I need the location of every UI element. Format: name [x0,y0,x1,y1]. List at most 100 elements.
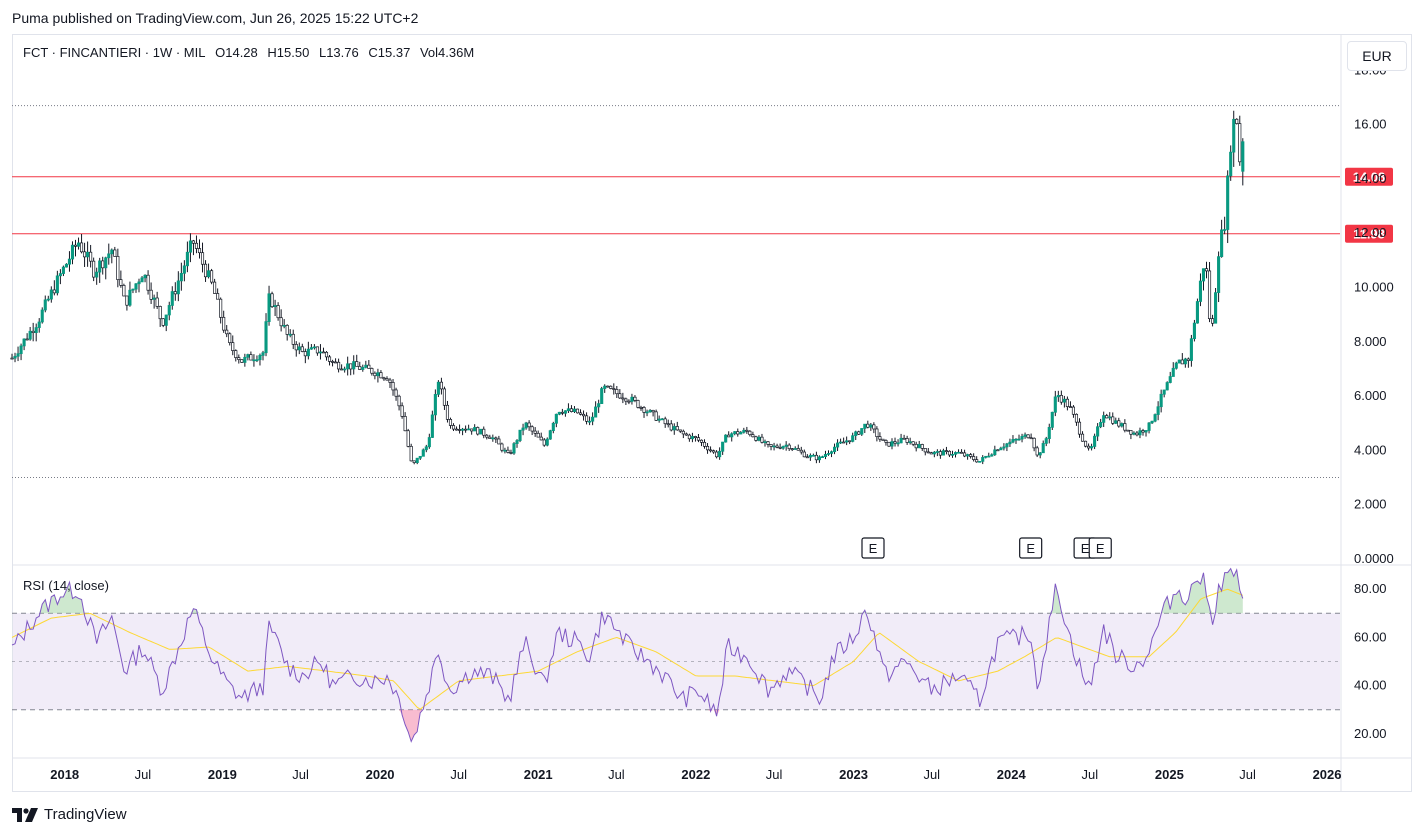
rsi-ma-line[interactable] [11,588,1243,710]
candle [978,460,982,463]
earnings-marker[interactable]: E [1019,537,1043,559]
price-axis-tick: 8.000 [1354,334,1387,349]
earnings-marker[interactable]: E [861,537,885,559]
candle-body [606,385,610,388]
earnings-marker-box [1088,537,1112,559]
candle-body [990,454,994,457]
candle [83,242,87,267]
candle [388,377,392,388]
candle-body [1189,338,1193,361]
candle [70,241,75,265]
candle [953,451,958,458]
candle [73,239,78,257]
candle [787,443,791,452]
candle-body [733,431,737,435]
candle-body [1005,443,1009,448]
candle [273,299,277,316]
rsi-line[interactable] [11,567,1244,743]
candle [1044,436,1048,447]
candle-body [823,454,828,457]
candle-body [975,459,979,463]
candle [261,350,265,361]
candle-body [920,444,924,449]
currency-button[interactable]: EUR [1347,41,1407,71]
candle [905,435,909,445]
candle-body [1020,436,1024,440]
candle-body [19,345,23,355]
candle [406,428,410,448]
candle [1132,431,1136,436]
earnings-marker[interactable]: E [1088,537,1112,559]
candle-body [1168,376,1172,383]
rsi-legend[interactable]: RSI (14, close) [23,578,109,593]
candle-body [1135,432,1139,436]
candle-body [185,251,189,267]
candle-body [575,408,580,414]
candle-body [630,396,634,402]
rsi-axis-tick: 40.00 [1354,678,1387,693]
candle [28,326,32,341]
candle [1153,413,1157,423]
candle [1135,430,1139,437]
candle-body [896,442,900,445]
candle [1105,413,1109,419]
candle [234,349,238,362]
candle [306,341,310,360]
candle [343,366,347,373]
high-value: 15.50 [276,45,310,60]
candle-body [46,298,50,301]
candle [796,444,800,451]
chart-frame [12,34,1412,792]
candle [548,429,552,440]
candle-body [751,434,755,438]
candle-body [612,388,616,390]
candle-body [932,451,936,455]
candle-body [648,409,652,413]
candle-body [291,333,295,345]
ohlc-close: C15.37 [368,45,410,60]
candle [191,239,195,256]
candle-body [246,354,250,358]
candle [454,426,459,431]
candle-body [92,260,96,278]
candle [932,451,936,458]
price-axis-tick: 4.000 [1354,442,1387,457]
candle-body [1032,437,1036,449]
high-label: H [267,45,277,60]
candle-body [866,423,870,428]
candle-body [1162,389,1166,395]
candle-body [122,285,126,297]
candle-body [400,405,404,417]
symbol-name[interactable]: FCT · FINCANTIERI · 1W · MIL [23,45,206,60]
candle-body [58,273,62,277]
candle-body [814,454,818,461]
ohlc-open: O14.28 [215,45,258,60]
candle [418,455,422,460]
candle-body [80,242,84,253]
candle-body [86,251,90,258]
candle-body [394,389,398,397]
candle-body [736,431,740,435]
candle-body [654,411,658,421]
candle-body [467,428,471,431]
candle [243,353,247,367]
candle-body [197,248,202,254]
candle-body [448,419,453,426]
candle [267,285,271,326]
candle [1029,433,1033,440]
candle-body [594,406,598,418]
candle-body [101,260,105,269]
candle [1180,353,1184,365]
candle [228,332,232,346]
candle [1165,381,1169,391]
candle-body [161,318,165,326]
candle [107,243,111,265]
candle-body [418,455,422,459]
footer-brand[interactable]: TradingView [12,806,127,823]
candle [255,355,259,363]
candle [781,445,785,450]
candle-body [624,398,628,402]
candle-body [454,428,459,431]
candle [696,433,701,443]
